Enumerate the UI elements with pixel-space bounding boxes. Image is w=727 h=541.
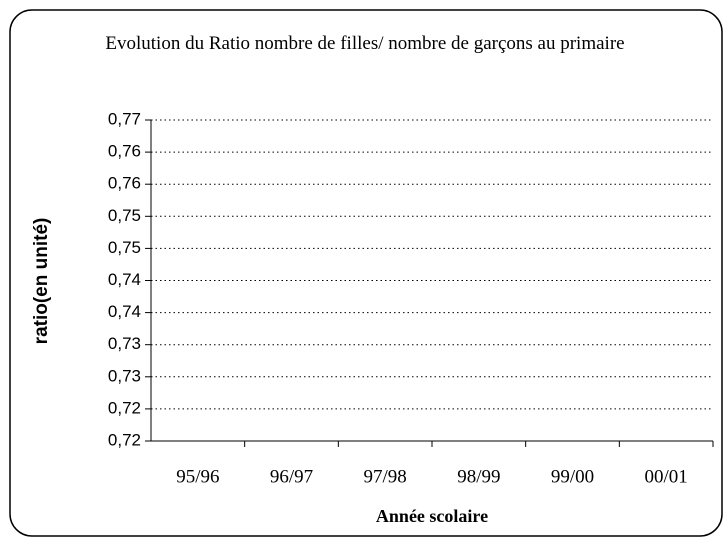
x-tick-label: 95/96	[176, 466, 219, 487]
x-tick-label: 99/00	[551, 466, 594, 487]
x-axis-label: Année scolaire	[376, 506, 488, 526]
y-tick-label: 0,72	[108, 398, 141, 417]
x-tick-label: 00/01	[645, 466, 688, 487]
y-tick-label: 0,75	[108, 238, 141, 257]
chart-frame	[9, 9, 723, 537]
x-tick-label: 96/97	[270, 466, 313, 487]
y-tick-label: 0,73	[108, 334, 141, 353]
y-tick-label: 0,77	[108, 109, 141, 128]
y-tick-label: 0,76	[108, 174, 141, 193]
chart-title: Evolution du Ratio nombre de filles/ nom…	[105, 33, 625, 54]
y-tick-label: 0,75	[108, 206, 141, 225]
y-tick-label: 0,76	[108, 142, 141, 161]
y-tick-label: 0,74	[108, 302, 141, 321]
x-tick-label: 97/98	[364, 466, 407, 487]
y-tick-label: 0,74	[108, 270, 141, 289]
y-axis-label: ratio(en unité)	[31, 218, 52, 345]
y-tick-label: 0,73	[108, 366, 141, 385]
x-tick-label: 98/99	[457, 466, 500, 487]
y-tick-label: 0,72	[108, 430, 141, 449]
